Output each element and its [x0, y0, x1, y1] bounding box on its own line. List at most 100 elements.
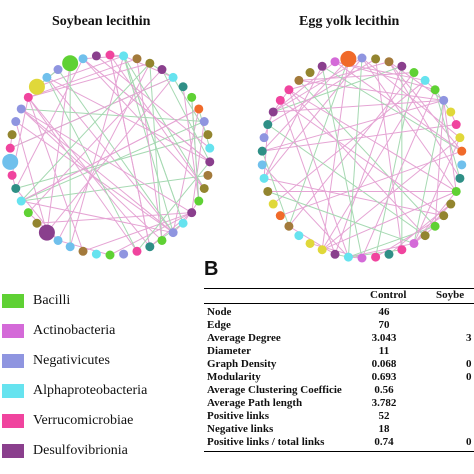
control-value: 70 — [378, 319, 390, 331]
network-edge — [20, 108, 192, 214]
control-value: 0.693 — [371, 371, 397, 383]
network-node — [105, 250, 115, 260]
network-node — [199, 183, 209, 193]
egg-yolk-network — [257, 50, 467, 263]
legend-item: Alphaproteobacteria — [0, 382, 147, 400]
network-node — [451, 186, 461, 196]
network-edge — [288, 89, 426, 236]
network-node — [187, 208, 197, 218]
network-node — [203, 170, 213, 180]
network-edge — [298, 79, 444, 101]
network-node — [330, 249, 340, 259]
network-edge — [388, 61, 463, 152]
network-node — [430, 85, 440, 95]
network-node — [91, 249, 101, 259]
network-node — [455, 133, 465, 143]
network-node — [357, 253, 367, 263]
control-value: 18 — [378, 423, 390, 435]
legend-label: Verrucomicrobiae — [33, 413, 134, 428]
network-node — [294, 75, 304, 85]
network-node — [268, 107, 278, 117]
control-value: 52 — [378, 410, 390, 422]
legend-label: Alphaproteobacteria — [33, 383, 148, 398]
network-node — [305, 68, 315, 78]
network-node — [145, 58, 155, 68]
network-node — [397, 245, 407, 255]
control-value: 0.56 — [374, 384, 394, 396]
network-edge — [267, 58, 376, 125]
network-edge — [321, 191, 457, 251]
network-node — [340, 50, 357, 67]
network-edge — [261, 58, 349, 152]
network-node — [446, 107, 456, 117]
network-node — [205, 157, 215, 167]
network-edge — [443, 100, 457, 192]
network-node — [5, 143, 15, 153]
legend-item: Verrucomicrobiae — [0, 412, 133, 430]
table-bottom-rule — [204, 451, 474, 452]
legend-swatch — [2, 294, 24, 308]
table-row: Graph Density 0.068 0 — [204, 358, 474, 370]
network-node — [62, 55, 79, 72]
network-node — [65, 242, 75, 252]
network-edge — [109, 54, 205, 189]
legend-item: Actinobacteria — [0, 322, 115, 340]
column-header-control: Control — [370, 289, 407, 301]
legend-swatch — [2, 354, 24, 368]
network-node — [343, 252, 353, 262]
table-row: Diameter 11 — [204, 345, 474, 357]
network-node — [268, 199, 278, 209]
legend-item: Bacilli — [0, 292, 70, 310]
row-label: Positive links / total links — [207, 436, 325, 448]
network-edge — [375, 215, 444, 258]
control-value: 3.043 — [371, 332, 397, 344]
table-row: Average Clustering Coefficie 0.56 — [204, 384, 474, 396]
network-edge — [69, 55, 125, 247]
network-node — [32, 218, 42, 228]
network-node — [38, 224, 55, 241]
network-edge — [21, 174, 208, 202]
control-value: 0.068 — [371, 358, 397, 370]
network-edge — [57, 69, 174, 233]
network-node — [91, 51, 101, 61]
network-node — [42, 72, 52, 82]
network-edge — [82, 58, 211, 163]
network-node — [409, 238, 419, 248]
soybean-value: 0 — [466, 358, 472, 370]
control-value: 11 — [378, 345, 390, 357]
table-row: Positive links / total links 0.74 0 — [204, 436, 474, 448]
network-edge — [191, 97, 200, 202]
control-value: 3.782 — [371, 397, 397, 409]
network-node — [23, 92, 33, 102]
network-edge — [123, 55, 205, 189]
network-properties-table: Control Soybe Node 46 Edge 70 Average De… — [204, 288, 474, 468]
network-node — [157, 65, 167, 75]
network-node — [168, 228, 178, 238]
network-node — [119, 249, 129, 259]
network-node — [263, 186, 273, 196]
network-edge — [36, 212, 192, 224]
network-node — [199, 117, 209, 127]
egg-yolk-network-title: Egg yolk lecithin — [299, 14, 400, 29]
network-edge — [272, 57, 363, 113]
network-edge — [348, 225, 436, 258]
network-node — [371, 252, 381, 262]
network-node — [178, 82, 188, 92]
network-node — [305, 238, 315, 248]
network-edge — [10, 76, 174, 149]
network-node — [132, 246, 142, 256]
network-edge — [434, 89, 461, 179]
network-node — [439, 95, 449, 105]
network-node — [384, 249, 394, 259]
row-label: Edge — [207, 319, 231, 331]
soybean-network-title: Soybean lecithin — [52, 14, 151, 29]
row-label: Graph Density — [207, 358, 277, 370]
network-node — [457, 160, 467, 170]
network-node — [194, 104, 204, 114]
network-edge — [172, 77, 209, 135]
network-node — [23, 208, 33, 218]
network-edge — [82, 55, 124, 60]
network-node — [7, 130, 17, 140]
network-edge — [413, 100, 445, 244]
network-node — [28, 78, 45, 95]
